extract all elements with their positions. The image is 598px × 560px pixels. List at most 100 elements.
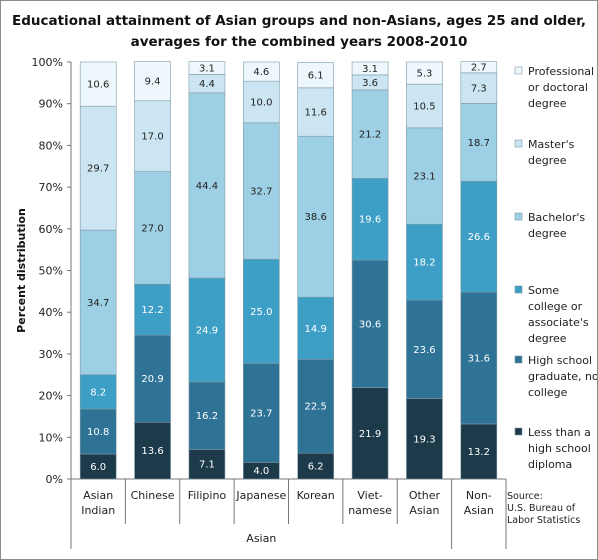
- bar-segment: [79, 408, 117, 455]
- category-label: Asian: [83, 489, 113, 502]
- bar-segment: [406, 83, 443, 129]
- y-tick-label: 60%: [39, 223, 63, 236]
- data-label: 10.6: [87, 80, 109, 91]
- chart-title: Educational attainment of Asian groups a…: [1, 11, 597, 53]
- data-label: 18.2: [413, 258, 435, 269]
- y-tick-label: 100%: [32, 56, 63, 69]
- data-label: 7.3: [471, 84, 487, 95]
- source-note: Labor Statistics: [507, 515, 580, 526]
- y-tick-label: 50%: [39, 265, 63, 278]
- group-label: Asian: [246, 532, 276, 545]
- legend-label: degree: [528, 97, 567, 110]
- bar-segment: [243, 80, 280, 124]
- bar-segment: [351, 61, 389, 76]
- data-label: 6.0: [90, 462, 106, 473]
- data-label: 9.4: [145, 77, 161, 88]
- data-label: 5.3: [416, 69, 432, 80]
- legend-label: Professional: [528, 65, 594, 78]
- legend-label: high school: [528, 442, 591, 455]
- legend-label: graduate, no: [528, 370, 597, 383]
- bar-segment: [460, 423, 498, 480]
- chart-title-line-2: averages for the combined years 2008-201…: [130, 34, 468, 50]
- bar-segment: [134, 61, 171, 102]
- data-label: 12.2: [141, 305, 163, 316]
- bar-segment: [406, 61, 443, 85]
- data-label: 21.2: [359, 130, 381, 141]
- y-tick-label: 40%: [39, 306, 63, 319]
- bar-segment: [134, 100, 171, 172]
- bar-segment: [188, 92, 226, 279]
- legend-swatch: [514, 212, 523, 221]
- bar-segment: [79, 374, 117, 410]
- category-label: Filipino: [188, 489, 227, 502]
- bar-segment: [297, 359, 334, 454]
- data-label: 18.7: [468, 138, 490, 149]
- data-label: 3.6: [362, 78, 378, 89]
- bar-segment: [79, 61, 117, 107]
- y-tick-label: 20%: [39, 390, 63, 403]
- bar-segment: [188, 381, 226, 450]
- bar-segment: [134, 421, 171, 480]
- legend-swatch: [514, 355, 523, 364]
- source-note: U.S. Bureau of: [507, 503, 576, 514]
- legend-label: degree: [528, 332, 567, 345]
- data-label: 44.4: [196, 181, 218, 192]
- bar-segment: [297, 62, 334, 89]
- data-label: 34.7: [87, 298, 109, 309]
- bar-segment: [351, 387, 389, 480]
- legend-label: or doctoral: [528, 81, 588, 94]
- bar-segment: [188, 61, 226, 75]
- data-label: 22.5: [305, 402, 327, 413]
- source-note: Source:: [507, 491, 543, 502]
- bar-segment: [460, 102, 498, 182]
- bar-segment: [460, 180, 498, 293]
- data-label: 25.0: [250, 307, 272, 318]
- legend-label: High school: [528, 354, 592, 367]
- category-label: Viet-: [357, 489, 382, 502]
- bar-segment: [188, 449, 226, 480]
- legend-label: college: [528, 386, 568, 399]
- bar-segment: [79, 453, 117, 480]
- category-label: Japanese: [235, 489, 286, 502]
- data-label: 13.6: [141, 446, 163, 457]
- data-label: 10.0: [250, 98, 272, 109]
- bar-segment: [134, 334, 171, 423]
- data-label: 26.6: [468, 232, 490, 243]
- data-label: 13.2: [468, 447, 490, 458]
- data-label: 23.1: [413, 172, 435, 183]
- category-label: Chinese: [131, 489, 175, 502]
- data-label: 29.7: [87, 164, 109, 175]
- legend-swatch: [514, 139, 523, 148]
- bar-segment: [297, 135, 334, 298]
- data-label: 10.5: [413, 101, 435, 112]
- legend-swatch: [514, 427, 523, 436]
- bar-segment: [351, 178, 389, 261]
- data-label: 38.6: [305, 212, 327, 223]
- axes: 0% 10% 20% 30% 40% 50% 60% 70% 80% 90% 100% Percent…: [15, 56, 507, 549]
- data-label: 3.1: [362, 64, 378, 75]
- bar-segment: [406, 398, 443, 480]
- legend-label: Less than a: [528, 426, 591, 439]
- data-label: 19.6: [359, 215, 381, 226]
- data-label: 4.6: [253, 67, 269, 78]
- legend-label: degree: [528, 227, 567, 240]
- bar-segment: [243, 258, 280, 364]
- bar-segment: [243, 363, 280, 463]
- category-label: Asian: [409, 504, 439, 517]
- data-label: 24.9: [196, 325, 218, 336]
- data-label: 4.0: [253, 466, 269, 477]
- y-axis-title: Percent distribution: [15, 208, 28, 333]
- legend-label: degree: [528, 154, 567, 167]
- y-tick-label: 30%: [39, 348, 63, 361]
- data-label: 7.1: [199, 460, 215, 471]
- legend-label: diploma: [528, 458, 572, 471]
- bar-segment: [406, 127, 443, 225]
- data-label: 4.4: [199, 79, 215, 90]
- data-label: 21.9: [359, 429, 381, 440]
- category-label: Asian: [464, 504, 494, 517]
- category-label: Other: [409, 489, 441, 502]
- legend-swatch: [514, 66, 523, 75]
- y-tick-label: 90%: [39, 98, 63, 111]
- bar-segment: [406, 299, 443, 399]
